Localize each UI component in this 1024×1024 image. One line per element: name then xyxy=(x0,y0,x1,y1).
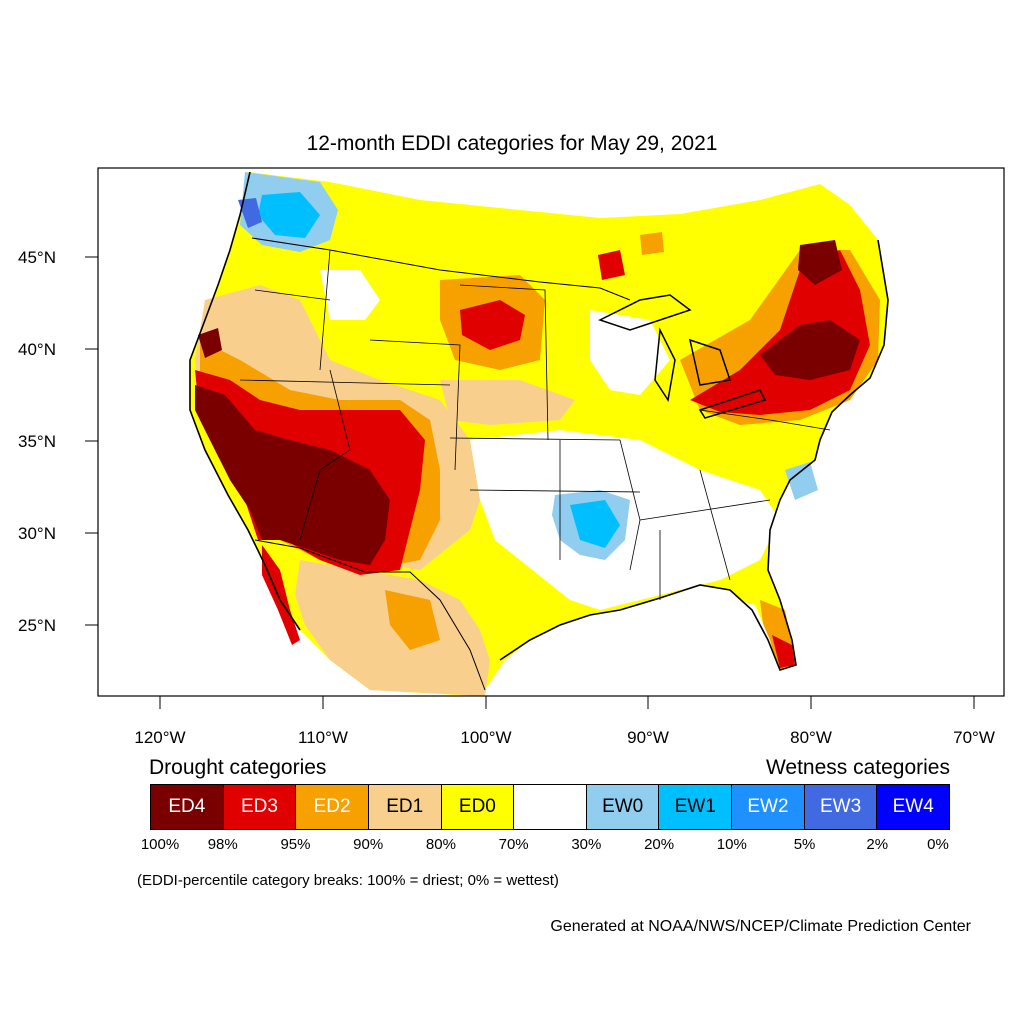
break-label: 70% xyxy=(498,836,529,853)
florida-ed3 xyxy=(772,635,795,668)
legend-swatch-ed4: ED4 xyxy=(151,785,224,829)
northwest-neutral xyxy=(320,270,380,320)
lon-tick-70w: 70°W xyxy=(953,728,995,747)
great-lakes xyxy=(598,294,767,419)
lat-tick-30: 30°N xyxy=(18,524,56,543)
wetness-categories-heading: Wetness categories xyxy=(765,756,950,779)
maine-ed4 xyxy=(798,240,842,285)
category-breaks: 100% 98% 95% 90% 80% 70% 30% 20% 10% 5% 2% 0% xyxy=(0,836,1024,856)
break-label: 2% xyxy=(866,836,889,853)
break-label: 10% xyxy=(716,836,747,853)
coastline xyxy=(189,171,889,671)
nor-cal-ed4 xyxy=(198,328,222,358)
lon-tick-100w: 100°W xyxy=(460,728,511,747)
mexico-border xyxy=(254,539,486,691)
lat-axis xyxy=(85,256,98,626)
category-fill-layer xyxy=(190,172,888,696)
legend-swatch-ew4: EW4 xyxy=(877,785,950,829)
state-lines xyxy=(239,249,831,600)
break-label: 0% xyxy=(927,836,949,853)
break-label: 80% xyxy=(425,836,456,853)
legend-swatch-ew2: EW2 xyxy=(732,785,805,829)
legend-swatch-ed1: ED1 xyxy=(368,785,442,829)
pnw-wet-core xyxy=(258,192,320,238)
map-frame xyxy=(97,167,1005,697)
lat-tick-40: 40°N xyxy=(18,340,56,359)
gulf-water xyxy=(500,595,785,696)
lon-tick-120w: 120°W xyxy=(134,728,185,747)
legend-swatch-ed2: ED2 xyxy=(296,785,369,829)
baja-ed3 xyxy=(262,545,300,645)
pnw-wet-center xyxy=(238,198,262,228)
breaks-note: (EDDI-percentile category breaks: 100% =… xyxy=(137,872,559,889)
credit-line: Generated at NOAA/NWS/NCEP/Climate Predi… xyxy=(550,918,971,935)
ark-wet-core xyxy=(570,500,620,548)
legend-swatch-neutral xyxy=(514,785,587,829)
carolina-wet xyxy=(785,462,818,500)
ontario-ed2 xyxy=(640,232,664,255)
break-label: 5% xyxy=(793,836,816,853)
lon-axis xyxy=(159,696,975,709)
break-label: 98% xyxy=(207,836,238,853)
lat-tick-45: 45°N xyxy=(18,248,56,267)
category-legend: ED4 ED3 ED2 ED1 ED0 EW0 EW1 EW2 EW3 EW4 xyxy=(150,784,950,830)
drought-categories-heading: Drought categories xyxy=(149,756,327,779)
lon-tick-90w: 90°W xyxy=(627,728,669,747)
break-label: 90% xyxy=(353,836,384,853)
legend-swatch-ed0: ED0 xyxy=(441,785,515,829)
southwest-ed4 xyxy=(195,385,390,565)
lat-tick-25: 25°N xyxy=(18,616,56,635)
lon-tick-80w: 80°W xyxy=(790,728,832,747)
dakota-ed3 xyxy=(460,300,525,350)
legend-swatch-ew0: EW0 xyxy=(586,785,660,829)
northeast-ed4 xyxy=(760,320,860,380)
ontario-ed3 xyxy=(598,250,625,280)
midwest-ed1 xyxy=(440,380,575,425)
legend-swatch-ew1: EW1 xyxy=(659,785,733,829)
legend-swatch-ew3: EW3 xyxy=(804,785,878,829)
map-title: 12-month EDDI categories for May 29, 202… xyxy=(306,132,718,155)
texas-ed2 xyxy=(385,590,440,650)
break-label: 30% xyxy=(571,836,602,853)
break-label: 100% xyxy=(140,836,180,853)
canada-border xyxy=(251,237,631,301)
lat-tick-35: 35°N xyxy=(18,432,56,451)
lon-tick-110w: 110°W xyxy=(298,728,348,747)
break-label: 95% xyxy=(280,836,311,853)
legend-swatch-ed3: ED3 xyxy=(223,785,297,829)
break-label: 20% xyxy=(644,836,675,853)
great-lakes-neutral xyxy=(590,310,670,395)
boundary-lines xyxy=(189,171,889,691)
